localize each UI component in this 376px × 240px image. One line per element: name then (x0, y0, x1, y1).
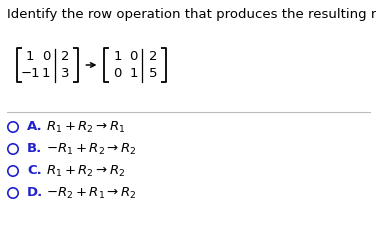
Text: 0: 0 (42, 50, 50, 63)
Text: 3: 3 (61, 67, 70, 80)
Text: 2: 2 (149, 50, 157, 63)
Text: 1: 1 (26, 50, 34, 63)
Text: 1: 1 (129, 67, 138, 80)
Text: 1: 1 (42, 67, 50, 80)
Text: $R_1 + R_2 \rightarrow R_2$: $R_1 + R_2 \rightarrow R_2$ (46, 163, 126, 179)
Text: $-R_2 + R_1 \rightarrow R_2$: $-R_2 + R_1 \rightarrow R_2$ (46, 186, 136, 201)
Text: 2: 2 (61, 50, 70, 63)
Text: A.: A. (27, 120, 42, 133)
Text: 5: 5 (149, 67, 157, 80)
Text: $R_1 + R_2 \rightarrow R_1$: $R_1 + R_2 \rightarrow R_1$ (46, 120, 126, 135)
Text: Identify the row operation that produces the resulting matrix.: Identify the row operation that produces… (7, 8, 376, 21)
Text: D.: D. (27, 186, 43, 199)
Text: $-R_1 + R_2 \rightarrow R_2$: $-R_1 + R_2 \rightarrow R_2$ (46, 141, 136, 156)
Text: 0: 0 (113, 67, 121, 80)
Text: C.: C. (27, 164, 42, 178)
Text: 1: 1 (113, 50, 122, 63)
Text: B.: B. (27, 143, 42, 156)
Text: −1: −1 (20, 67, 40, 80)
Text: 0: 0 (129, 50, 138, 63)
